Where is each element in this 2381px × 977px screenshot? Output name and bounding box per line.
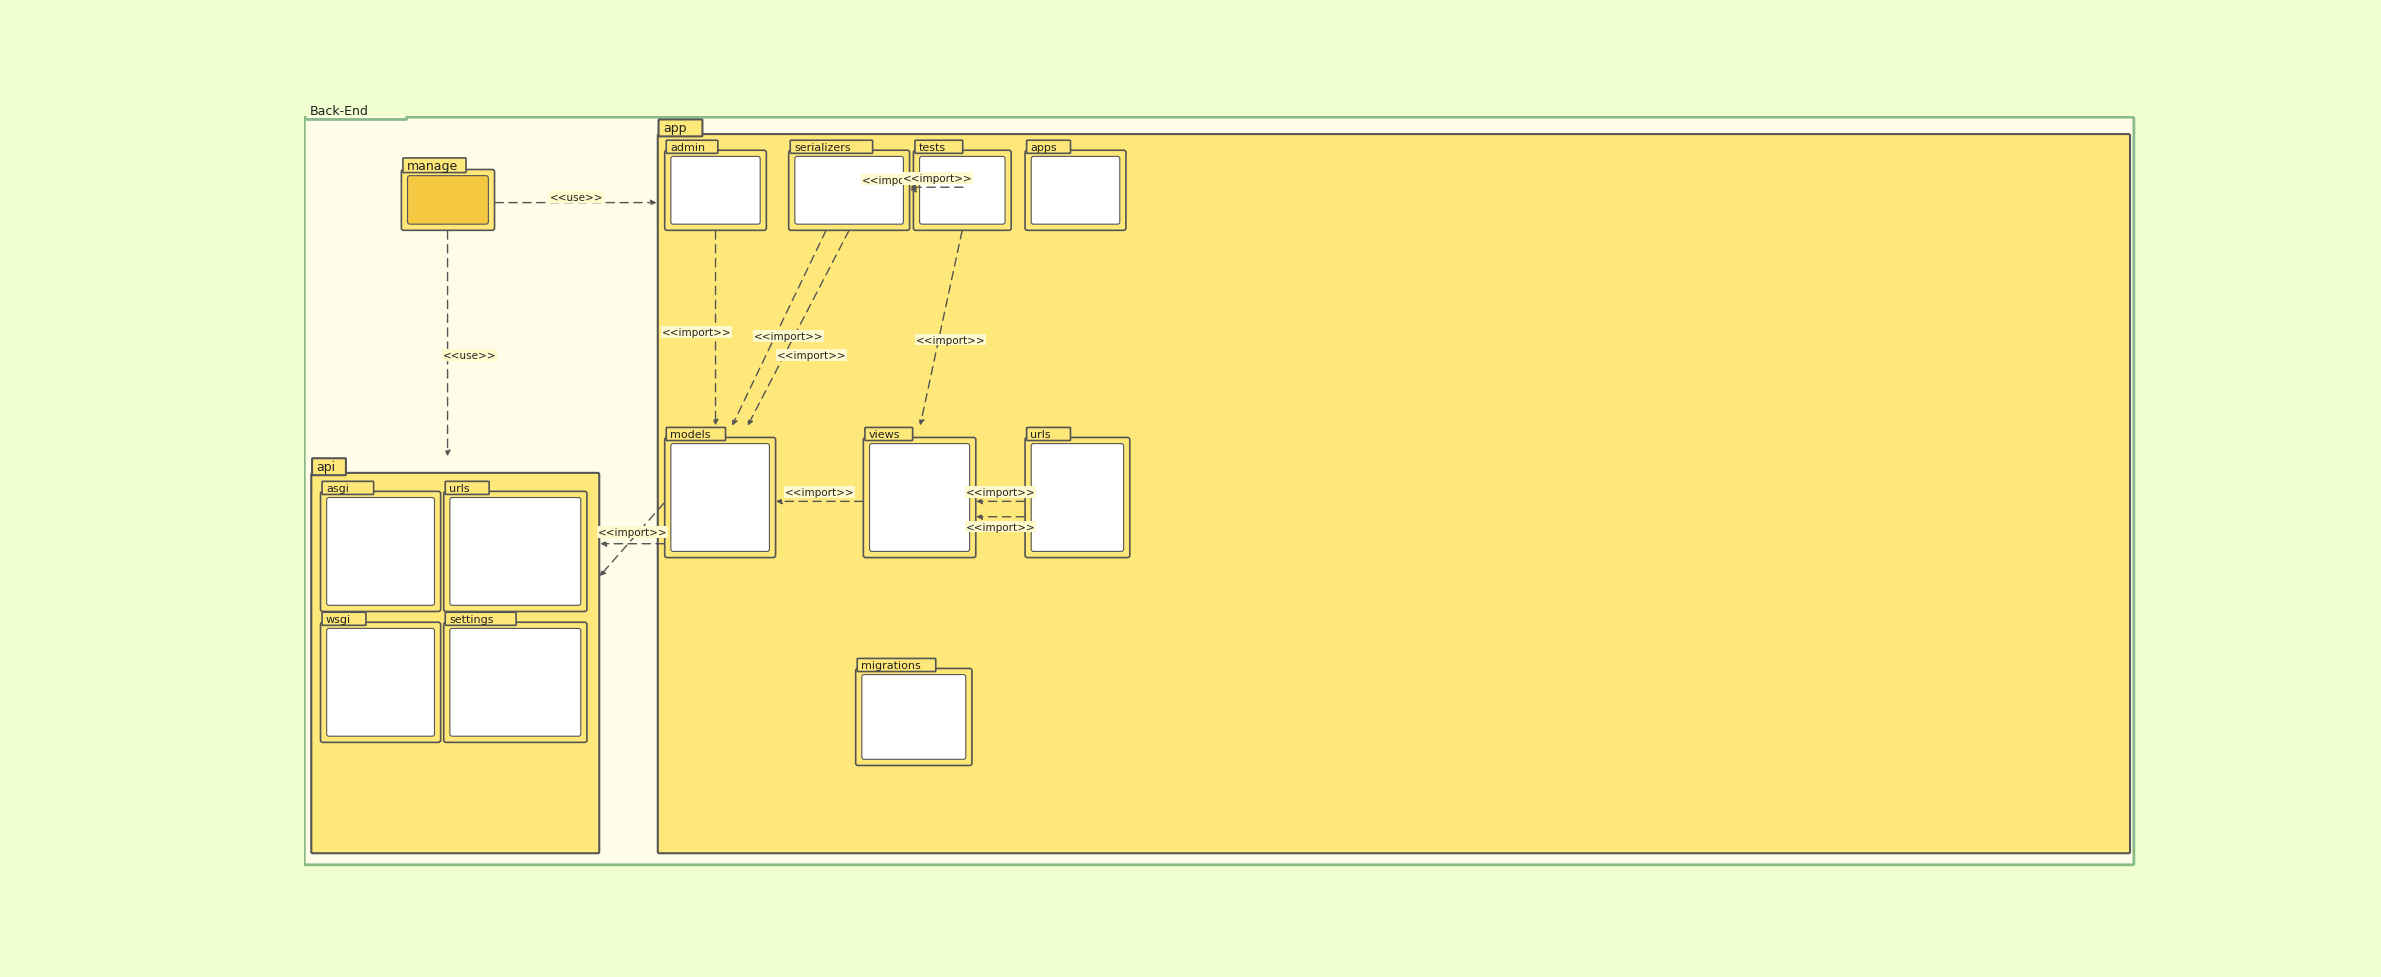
Text: admin: admin (669, 143, 705, 152)
Text: manage: manage (407, 159, 457, 173)
FancyBboxPatch shape (321, 622, 440, 743)
FancyBboxPatch shape (1031, 157, 1119, 225)
FancyBboxPatch shape (864, 438, 976, 558)
FancyBboxPatch shape (667, 141, 717, 154)
FancyBboxPatch shape (857, 658, 936, 672)
Text: settings: settings (450, 615, 493, 624)
FancyBboxPatch shape (914, 151, 1012, 232)
Text: migrations: migrations (862, 660, 921, 670)
Text: <<import>>: <<import>> (662, 327, 731, 338)
Text: <<import>>: <<import>> (862, 175, 931, 186)
Text: Back-End: Back-End (310, 105, 369, 117)
FancyBboxPatch shape (321, 491, 440, 612)
FancyBboxPatch shape (667, 428, 726, 441)
FancyBboxPatch shape (671, 445, 769, 552)
FancyBboxPatch shape (862, 675, 967, 759)
FancyBboxPatch shape (1026, 151, 1126, 232)
Text: <<import>>: <<import>> (755, 331, 824, 341)
FancyBboxPatch shape (664, 438, 776, 558)
FancyBboxPatch shape (1031, 445, 1124, 552)
Text: urls: urls (450, 484, 469, 493)
Text: <<import>>: <<import>> (967, 488, 1036, 497)
Text: <<import>>: <<import>> (967, 523, 1036, 532)
FancyBboxPatch shape (443, 622, 588, 743)
Text: api: api (317, 461, 336, 474)
Text: views: views (869, 430, 900, 440)
FancyBboxPatch shape (450, 629, 581, 737)
Text: <<import>>: <<import>> (917, 335, 986, 345)
FancyBboxPatch shape (1026, 428, 1071, 441)
Text: <<import>>: <<import>> (598, 528, 667, 537)
Text: <<import>>: <<import>> (902, 174, 971, 184)
Text: tests: tests (919, 143, 945, 152)
FancyBboxPatch shape (864, 428, 912, 441)
FancyBboxPatch shape (305, 118, 2133, 865)
FancyBboxPatch shape (402, 159, 467, 173)
FancyBboxPatch shape (443, 491, 588, 612)
FancyBboxPatch shape (445, 613, 517, 625)
FancyBboxPatch shape (660, 120, 702, 137)
FancyBboxPatch shape (664, 151, 767, 232)
FancyBboxPatch shape (326, 498, 433, 606)
Text: wsgi: wsgi (326, 615, 350, 624)
Text: asgi: asgi (326, 484, 348, 493)
FancyBboxPatch shape (321, 482, 374, 495)
FancyBboxPatch shape (402, 170, 495, 232)
Text: apps: apps (1031, 143, 1057, 152)
FancyBboxPatch shape (305, 102, 407, 120)
FancyBboxPatch shape (790, 141, 871, 154)
FancyBboxPatch shape (312, 459, 345, 476)
FancyBboxPatch shape (671, 157, 760, 225)
FancyBboxPatch shape (321, 613, 367, 625)
FancyBboxPatch shape (1026, 438, 1131, 558)
FancyBboxPatch shape (450, 498, 581, 606)
FancyBboxPatch shape (919, 157, 1005, 225)
Text: models: models (669, 430, 710, 440)
FancyBboxPatch shape (914, 141, 962, 154)
FancyBboxPatch shape (657, 135, 2131, 853)
Text: <<import>>: <<import>> (776, 351, 848, 361)
FancyBboxPatch shape (869, 445, 969, 552)
FancyBboxPatch shape (1026, 141, 1071, 154)
FancyBboxPatch shape (795, 157, 902, 225)
Text: urls: urls (1031, 430, 1050, 440)
Text: app: app (664, 122, 686, 135)
FancyBboxPatch shape (326, 629, 433, 737)
FancyBboxPatch shape (788, 151, 910, 232)
Text: <<import>>: <<import>> (786, 488, 855, 497)
Text: <<use>>: <<use>> (443, 351, 495, 361)
FancyBboxPatch shape (445, 482, 488, 495)
Text: <<use>>: <<use>> (550, 193, 605, 203)
FancyBboxPatch shape (855, 669, 971, 766)
FancyBboxPatch shape (312, 474, 600, 853)
Text: serializers: serializers (795, 143, 850, 152)
FancyBboxPatch shape (407, 177, 488, 225)
